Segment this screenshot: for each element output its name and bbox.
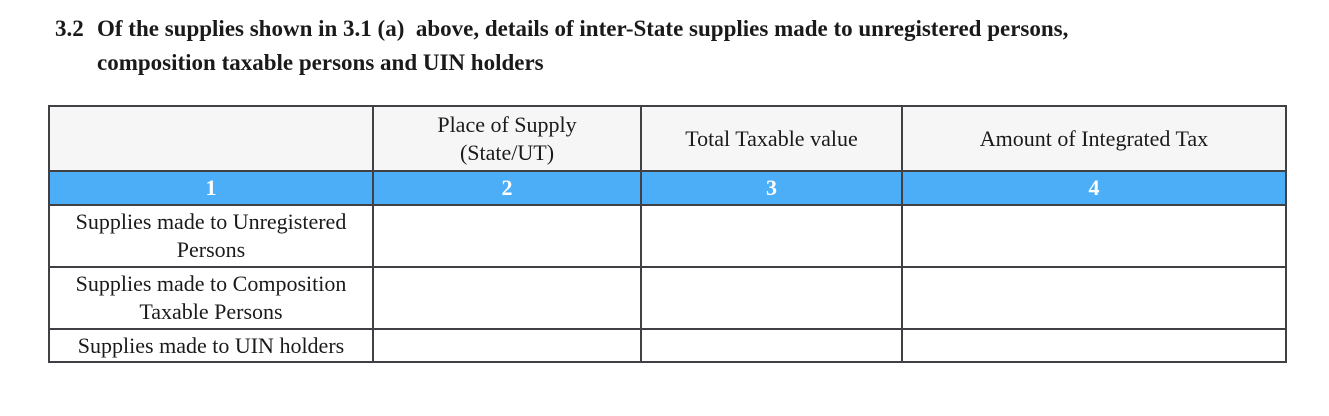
row-label: Supplies made to Unregistered Persons	[48, 204, 374, 268]
integrated-tax-value	[901, 266, 1287, 330]
col-header-place-of-supply: Place of Supply (State/UT)	[372, 105, 642, 172]
col-header-blank	[48, 105, 374, 172]
section-number: 3.2	[55, 16, 84, 41]
integrated-tax-value	[901, 204, 1287, 268]
col-number-1: 1	[48, 170, 374, 206]
place-of-supply-value	[372, 204, 642, 268]
table-header-row: Place of Supply (State/UT) Total Taxable…	[48, 105, 1287, 172]
supplies-table: Place of Supply (State/UT) Total Taxable…	[48, 105, 1287, 363]
row-label: Supplies made to Composition Taxable Per…	[48, 266, 374, 330]
col-number-4: 4	[901, 170, 1287, 206]
col-header-total-taxable-value: Total Taxable value	[640, 105, 903, 172]
place-of-supply-value	[372, 328, 642, 363]
integrated-tax-value	[901, 328, 1287, 363]
table-row-unregistered-persons: Supplies made to Unregistered Persons	[48, 204, 1287, 268]
total-taxable-value	[640, 328, 903, 363]
total-taxable-value	[640, 204, 903, 268]
column-number-row: 1 2 3 4	[48, 170, 1287, 206]
place-of-supply-value	[372, 266, 642, 330]
total-taxable-value	[640, 266, 903, 330]
table-row-composition-taxable-persons: Supplies made to Composition Taxable Per…	[48, 266, 1287, 330]
section-title: Of the supplies shown in 3.1 (a) above, …	[97, 16, 1069, 75]
col-number-3: 3	[640, 170, 903, 206]
col-header-integrated-tax: Amount of Integrated Tax	[901, 105, 1287, 172]
col-number-2: 2	[372, 170, 642, 206]
section-heading: 3.2 Of the supplies shown in 3.1 (a) abo…	[55, 12, 1285, 80]
table-row-uin-holders: Supplies made to UIN holders	[48, 328, 1287, 363]
row-label: Supplies made to UIN holders	[48, 328, 374, 363]
